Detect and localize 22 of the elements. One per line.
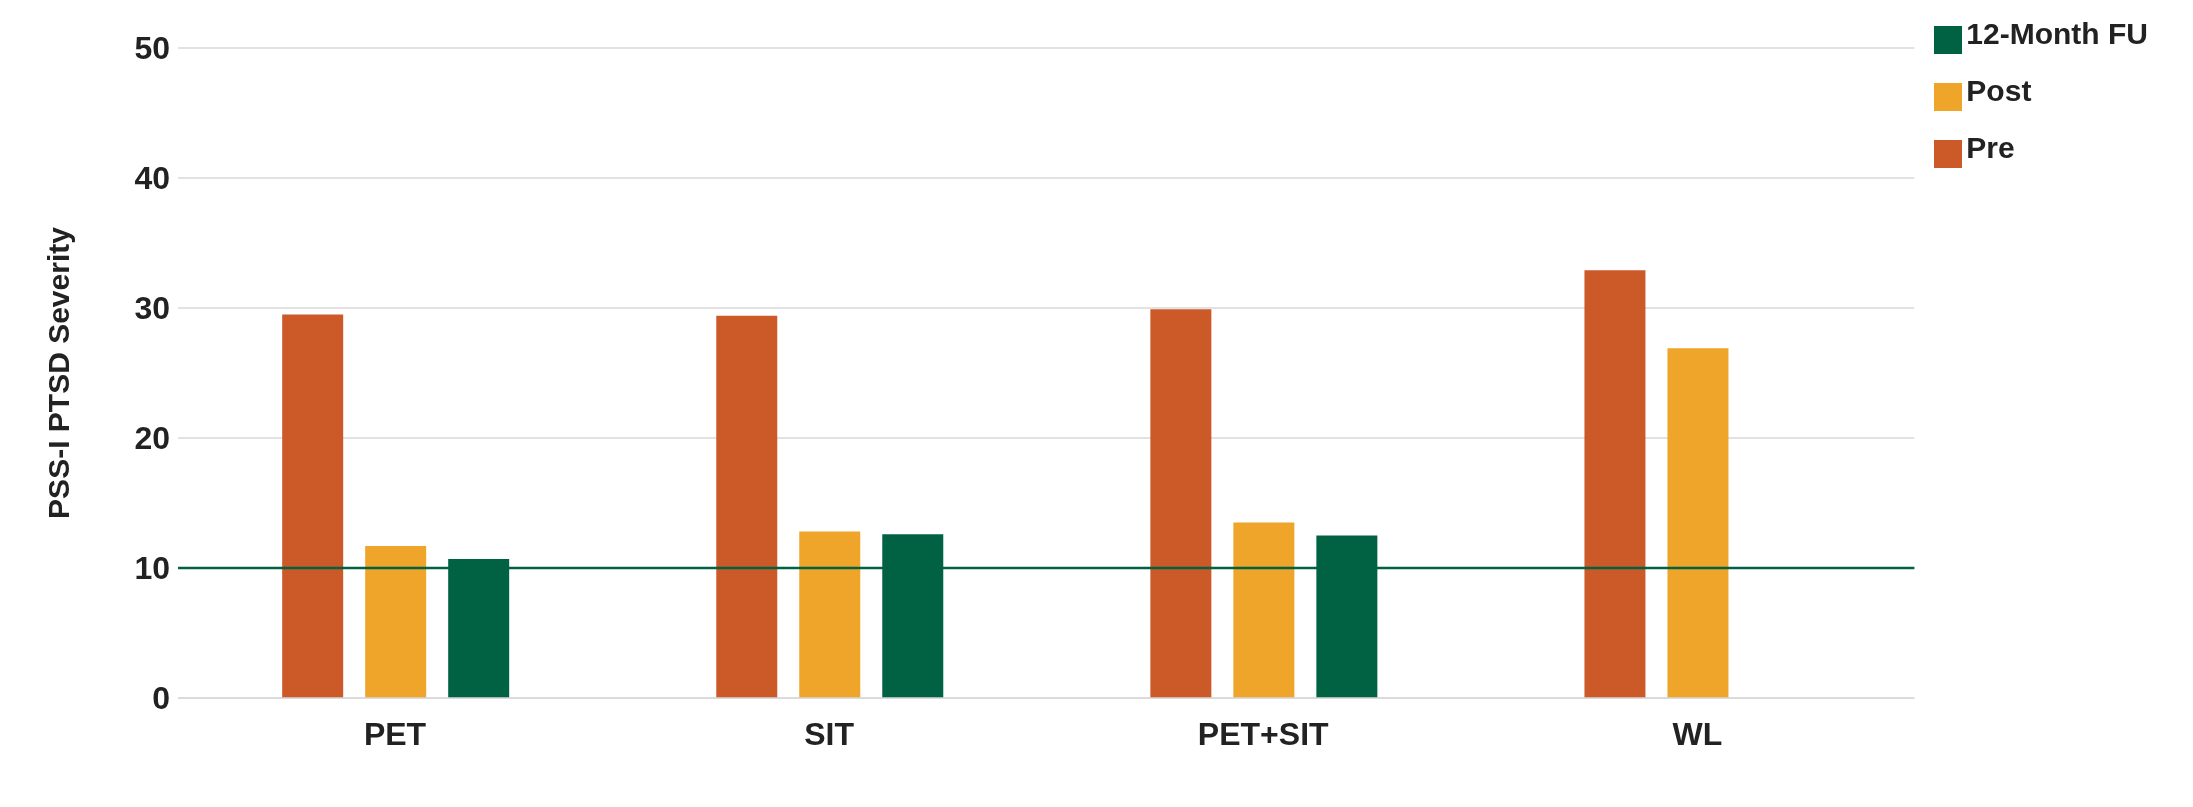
- bar: [1667, 348, 1729, 698]
- y-tick-label: 30: [134, 290, 170, 327]
- y-tick-label: 20: [134, 420, 170, 457]
- legend-label: Post: [1966, 74, 2032, 107]
- x-tick-label: PET+SIT: [1197, 715, 1330, 752]
- y-tick-label: 40: [134, 160, 170, 197]
- x-tick-label: WL: [1672, 715, 1723, 752]
- y-axis-title: PSS-I PTSD Severity: [41, 226, 75, 519]
- bar: [1150, 309, 1212, 698]
- bar: [365, 545, 427, 698]
- bar: [799, 531, 861, 698]
- y-tick-label: 0: [152, 680, 170, 717]
- bar: [716, 315, 778, 698]
- legend-label: Pre: [1966, 131, 2015, 164]
- y-tick-label: 50: [134, 30, 170, 67]
- y-tick-label: 10: [134, 550, 170, 587]
- x-tick-label: PET: [363, 715, 427, 752]
- bar: [1584, 270, 1646, 698]
- bar: [1233, 522, 1295, 698]
- x-tick-label: SIT: [804, 715, 855, 752]
- legend-label: 12-Month FU: [1966, 17, 2148, 50]
- bar: [282, 314, 344, 698]
